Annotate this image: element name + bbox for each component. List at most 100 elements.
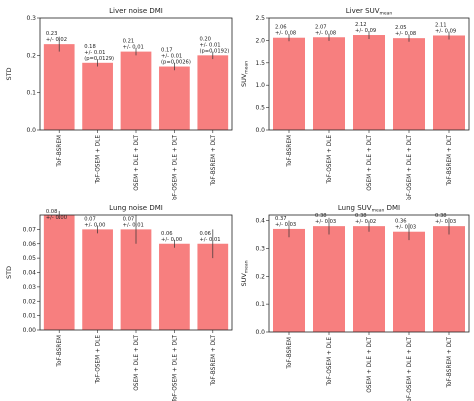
y-tick-label: 0.5 (255, 105, 265, 112)
y-tick-label: 0.1 (26, 90, 36, 97)
y-tick-label: 1.0 (255, 82, 265, 89)
data-label: 0.21 (123, 39, 135, 45)
liver-suv-chart: Liver SUVmean SUVmean 0.0 0.5 1.0 1.5 2.0 2.5 2.… (240, 7, 470, 200)
x-tick-label: ToF-OSEM + DLE (327, 135, 333, 185)
data-label: +/- 0.09 (435, 28, 456, 34)
data-label: +/- 0.08 (395, 31, 416, 37)
bar (159, 243, 190, 330)
x-tick-label: ToF-BSREM + DLT (447, 135, 453, 187)
bar (120, 51, 152, 130)
data-label: 2.12 (355, 22, 367, 28)
y-tick-label: 2.0 (255, 37, 265, 44)
chart-title-subscript: mean (372, 209, 385, 214)
data-label: 0.36 (395, 219, 407, 225)
data-label: +/- 0.01 (199, 42, 220, 48)
bar (313, 226, 345, 332)
x-tick-label: ToF-OSEM + DLE + DLT (172, 335, 178, 401)
y-tick-label: 0.0 (26, 127, 36, 134)
bar (313, 37, 345, 130)
y-tick-label: 0.2 (26, 52, 36, 59)
data-label: +/- 0.03 (435, 219, 456, 225)
x-tick-label: ToF-BSREM + DLT (447, 337, 453, 389)
x-tick-label: ToF-BSREM (287, 135, 293, 168)
x-tick-label: OSEM + DLE + DLT (367, 135, 373, 191)
y-tick-label: 0.3 (255, 245, 265, 252)
data-label: +/- 0.01 (199, 237, 220, 243)
chart-title: Liver noise DMI (109, 7, 163, 15)
chart-title: Lung SUVmean DMI (338, 204, 400, 214)
bar (393, 231, 425, 332)
y-axis-label: STD (5, 266, 13, 279)
data-label: 0.37 (275, 216, 287, 222)
data-label: +/- 0.02 (355, 219, 376, 225)
x-tick-label: ToF-OSEM + DLE + DLT (172, 135, 178, 200)
y-axis-label-subscript: mean (245, 61, 250, 74)
data-label: 0.20 (199, 36, 211, 42)
y-axis-label: SUVmean (240, 61, 250, 87)
y-tick-label: 0.06 (23, 241, 37, 248)
data-label: +/- 0.01 (161, 54, 182, 60)
x-tick-label: ToF-BSREM (57, 135, 63, 168)
data-label: +/- 0.00 (84, 222, 105, 228)
data-label: (p=0.0192) (199, 48, 229, 54)
data-label: 2.06 (275, 25, 287, 31)
bar (197, 55, 229, 131)
x-tick-label: ToF-OSEM + DLE (327, 337, 333, 387)
data-label: +/- 0.01 (123, 222, 144, 228)
lung-suv-chart: Lung SUVmean DMI SUVmean 0.0 0.1 0.2 0.3 0.4 0.… (240, 204, 470, 401)
x-tick-label: OSEM + DLE + DLT (367, 337, 373, 393)
y-axis-label-subscript: mean (245, 260, 250, 273)
y-tick-label: 0.00 (23, 327, 37, 334)
data-label: 0.18 (84, 44, 96, 50)
x-tick-label: ToF-OSEM + DLE + DLT (407, 337, 413, 401)
data-label: +/- 0.00 (161, 237, 182, 243)
y-tick-label: 0.05 (23, 255, 37, 262)
data-label: 0.06 (199, 231, 211, 237)
x-tick-label: ToF-BSREM (287, 337, 293, 370)
bar (120, 229, 152, 330)
data-label: 2.07 (315, 24, 327, 30)
data-label: 0.38 (435, 213, 447, 219)
plot-frame (268, 214, 470, 333)
data-label: +/- 0.08 (275, 31, 296, 37)
data-label: 2.05 (395, 25, 407, 31)
y-tick-label: 0.07 (23, 226, 37, 233)
plot-frame (268, 17, 470, 131)
y-tick-label: 0.04 (23, 270, 37, 277)
x-tick-label: OSEM + DLE + DLT (134, 335, 140, 391)
x-tick-label: ToF-OSEM + DLE + DLT (407, 135, 413, 200)
data-label: +/- 0.09 (355, 28, 376, 34)
bar (43, 215, 75, 330)
data-label: +/- 0.03 (275, 222, 296, 228)
chart-title: Lung noise DMI (109, 204, 163, 212)
y-tick-label: 0.0 (255, 127, 265, 134)
y-axis-label: STD (5, 67, 13, 80)
bar (353, 226, 385, 332)
y-axis-label: SUVmean (240, 260, 250, 286)
x-tick-label: ToF-OSEM + DLE (96, 335, 102, 385)
y-tick-label: 0.2 (255, 273, 265, 280)
plot-frame (39, 214, 233, 331)
y-tick-label: 0.02 (23, 298, 37, 305)
chart-title-subscript: mean (380, 12, 393, 17)
bar (159, 66, 190, 130)
plot-frame (39, 17, 233, 131)
bar (353, 35, 385, 130)
data-label: (p=0.0026) (161, 60, 191, 66)
data-label: +/- 0.03 (315, 219, 336, 225)
data-label: 0.38 (315, 213, 327, 219)
bar (433, 35, 465, 130)
bar (273, 228, 305, 332)
data-label: 0.17 (161, 48, 173, 54)
data-label: +/- 0.01 (84, 50, 105, 56)
data-label: (p=0.0129) (84, 56, 114, 62)
data-label: 0.08 (46, 209, 58, 215)
data-label: +/- 0.08 (315, 30, 336, 36)
y-tick-label: 0.4 (255, 218, 265, 225)
x-tick-label: ToF-OSEM + DLE (96, 135, 102, 185)
data-label: +/- 0.02 (46, 37, 67, 43)
lung-noise-chart: Lung noise DMI STD 0.00 0.01 0.02 0.03 0.04 0.0… (5, 204, 233, 401)
chart-title: Liver SUVmean (346, 7, 393, 17)
data-label: +/- 0.01 (123, 45, 144, 51)
x-tick-label: OSEM + DLE + DLT (134, 135, 140, 191)
